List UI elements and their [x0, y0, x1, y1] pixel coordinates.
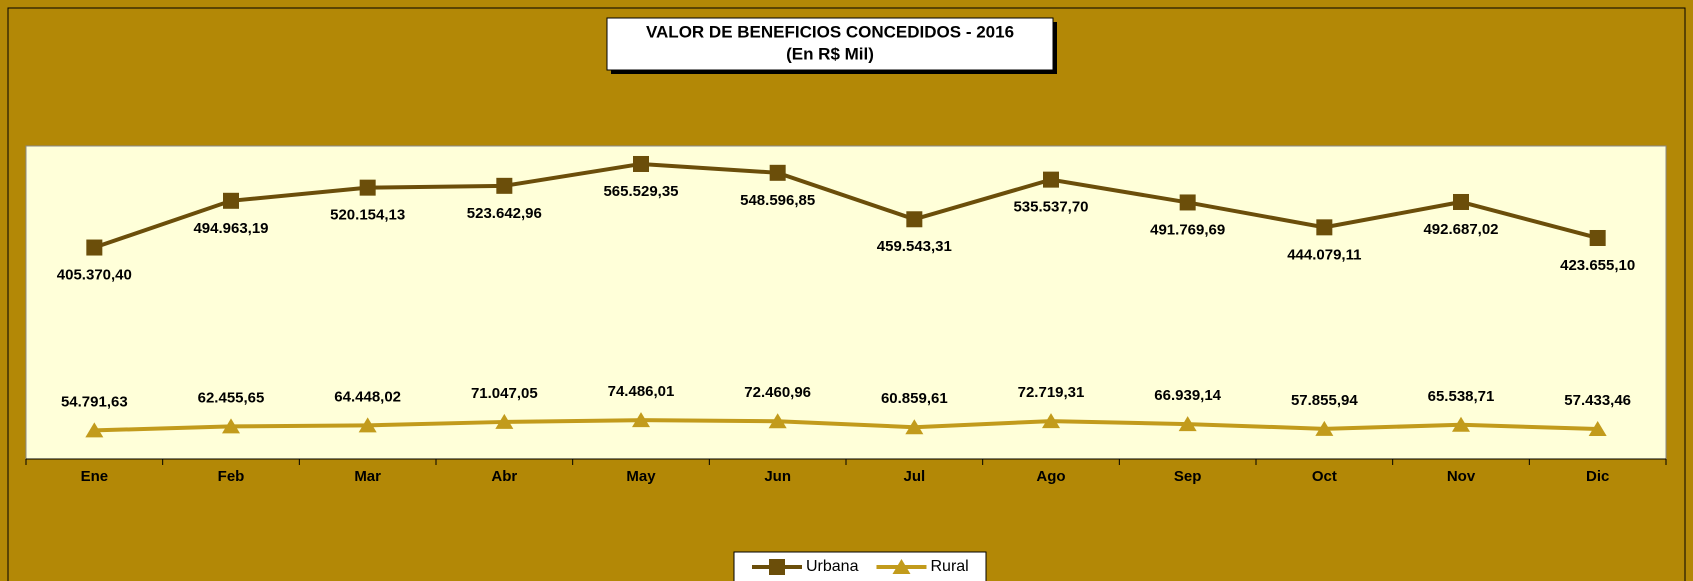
data-label: 60.859,61 — [881, 390, 948, 407]
data-label: 523.642,96 — [467, 205, 542, 222]
legend-label: Rural — [930, 558, 968, 575]
data-point — [1589, 229, 1606, 246]
data-label: 459.543,31 — [877, 238, 952, 255]
chart-subtitle: (En R$ Mil) — [786, 44, 874, 63]
data-point — [906, 211, 923, 228]
plot-area — [25, 145, 1667, 460]
data-label: 520.154,13 — [330, 207, 405, 224]
x-tick-label: Sep — [1174, 468, 1202, 485]
data-point — [1315, 420, 1334, 436]
data-label: 491.769,69 — [1150, 221, 1225, 238]
x-tick-label: Feb — [218, 468, 245, 485]
title-box — [606, 17, 1054, 71]
data-point — [85, 422, 104, 438]
data-point — [632, 412, 650, 428]
data-label: 72.460,96 — [744, 384, 811, 401]
data-label: 494.963,19 — [193, 220, 268, 237]
data-point — [86, 239, 103, 256]
data-point — [1453, 193, 1469, 210]
x-tick-label: Jul — [903, 468, 925, 485]
data-point — [359, 179, 376, 196]
series-line — [94, 418, 1598, 433]
data-label: 74.486,01 — [608, 383, 675, 400]
data-label: 57.433,46 — [1564, 392, 1631, 409]
x-tick-label: Ago — [1036, 468, 1065, 485]
x-tick-label: Jun — [764, 468, 791, 485]
data-point — [223, 192, 239, 209]
data-label: 405.370,40 — [57, 267, 132, 284]
series-line — [93, 161, 1599, 250]
data-point — [358, 417, 377, 433]
data-point — [769, 164, 786, 181]
data-point — [1042, 413, 1060, 429]
data-point — [1179, 194, 1196, 211]
data-label: 548.596,85 — [740, 192, 815, 209]
data-point — [633, 155, 649, 172]
data-label: 54.791,63 — [61, 393, 128, 410]
data-label: 72.719,31 — [1018, 384, 1085, 401]
data-point — [496, 177, 513, 194]
data-point — [222, 418, 240, 434]
x-tick-label: Nov — [1447, 468, 1476, 485]
data-label: 71.047,05 — [471, 385, 538, 402]
data-label: 535.537,70 — [1013, 199, 1088, 216]
chart-title: VALOR DE BENEFICIOS CONCEDIDOS - 2016 — [646, 22, 1014, 41]
x-tick-label: Dic — [1586, 468, 1609, 485]
data-label: 444.079,11 — [1287, 246, 1361, 263]
data-label: 62.455,65 — [198, 389, 265, 406]
legend-label: Urbana — [806, 558, 859, 575]
data-label: 492.687,02 — [1423, 221, 1498, 238]
data-label: 57.855,94 — [1291, 392, 1358, 409]
x-tick-label: Ene — [81, 468, 109, 485]
data-point — [768, 413, 787, 429]
data-label: 423.655,10 — [1560, 257, 1635, 274]
data-label: 64.448,02 — [334, 388, 401, 405]
data-point — [1043, 171, 1059, 188]
data-label: 65.538,71 — [1428, 388, 1495, 405]
x-tick-label: Abr — [491, 468, 517, 485]
data-point — [1316, 219, 1333, 236]
data-point — [495, 413, 514, 429]
data-point — [905, 419, 924, 435]
data-label: 565.529,35 — [603, 183, 678, 200]
data-point — [1178, 416, 1197, 432]
data-point — [1452, 416, 1470, 432]
x-tick-label: Mar — [354, 468, 381, 485]
legend-marker — [769, 559, 785, 575]
data-point — [1588, 421, 1607, 437]
x-tick-label: May — [626, 468, 656, 485]
x-tick-label: Oct — [1312, 468, 1337, 485]
legend-marker — [892, 559, 911, 574]
data-label: 66.939,14 — [1154, 387, 1221, 404]
